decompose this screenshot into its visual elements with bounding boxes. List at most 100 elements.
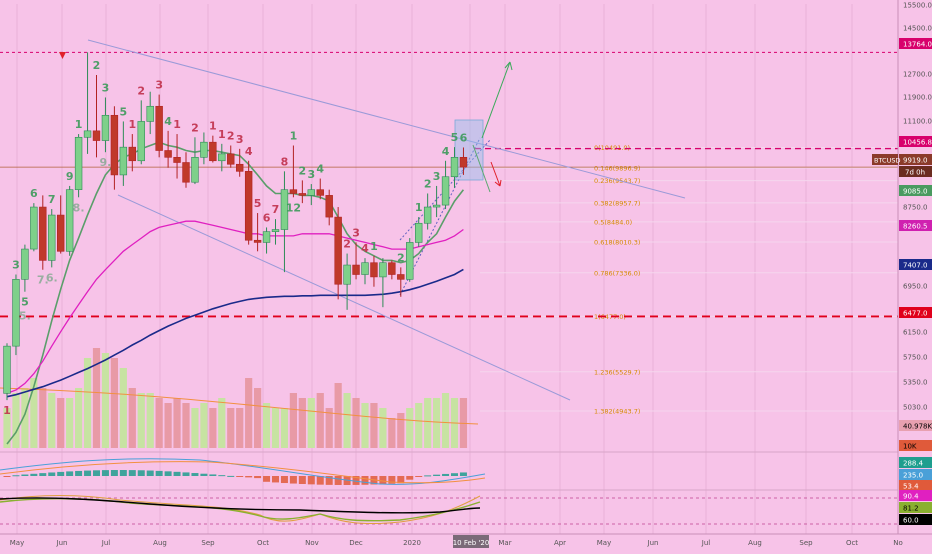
candle[interactable]	[262, 227, 271, 254]
time-tick-label[interactable]: No	[893, 539, 903, 547]
price-tag[interactable]: 288.4	[903, 460, 924, 468]
time-tick-label[interactable]: Sep	[799, 539, 813, 547]
time-tick-label[interactable]: Jun	[56, 539, 68, 547]
price-tag[interactable]: 40.978K	[903, 423, 932, 431]
candle[interactable]	[110, 106, 119, 190]
price-tick-label[interactable]: 14500.0	[903, 25, 932, 33]
candle[interactable]	[379, 258, 387, 308]
candle[interactable]	[3, 343, 11, 401]
price-tick-label[interactable]: 12700.0	[903, 71, 932, 79]
time-tick-label[interactable]: Nov	[305, 539, 319, 547]
price-tick-label[interactable]: 15500.0	[903, 2, 932, 10]
price-tag[interactable]: 9919.0	[903, 157, 928, 165]
time-tick-label[interactable]: Jun	[647, 539, 659, 547]
candle[interactable]	[164, 130, 172, 168]
price-tick-label[interactable]: 5750.0	[903, 354, 928, 362]
candle[interactable]	[307, 184, 315, 206]
candle[interactable]	[146, 91, 154, 135]
candle[interactable]	[56, 195, 65, 254]
candle[interactable]	[236, 148, 244, 177]
candle[interactable]	[334, 207, 342, 300]
candle[interactable]	[423, 193, 432, 230]
candle[interactable]	[450, 147, 459, 188]
price-tag[interactable]: 53.4	[903, 483, 919, 491]
time-tick-label[interactable]: Oct	[257, 539, 269, 547]
candle[interactable]	[74, 134, 83, 198]
price-tag[interactable]: 235.0	[903, 472, 923, 480]
candle[interactable]	[218, 143, 226, 172]
price-tag[interactable]: 9085.0	[903, 188, 928, 196]
candle[interactable]	[388, 260, 396, 280]
candle[interactable]	[343, 253, 351, 310]
time-tick-label[interactable]: Aug	[153, 539, 167, 547]
price-tick-label[interactable]: 5350.0	[903, 379, 928, 387]
time-tick-label[interactable]: Jul	[101, 539, 111, 547]
candle[interactable]	[227, 145, 235, 168]
time-tick-label[interactable]: Dec	[349, 539, 363, 547]
candle[interactable]	[137, 100, 145, 165]
time-tick-label[interactable]: Jul	[701, 539, 711, 547]
time-tick-label[interactable]: Apr	[554, 539, 566, 547]
candle[interactable]	[182, 152, 190, 188]
price-tick-label[interactable]: 8750.0	[903, 204, 928, 212]
candle[interactable]	[289, 145, 298, 198]
candle[interactable]	[441, 160, 450, 210]
candle[interactable]	[253, 213, 262, 252]
candle[interactable]	[414, 217, 423, 247]
candle[interactable]	[39, 195, 47, 270]
candle[interactable]	[200, 132, 208, 165]
candle[interactable]	[12, 274, 20, 356]
candle[interactable]	[21, 244, 29, 292]
price-tag[interactable]: 13764.0	[903, 41, 932, 49]
candle[interactable]	[361, 258, 369, 285]
candle[interactable]	[459, 147, 468, 175]
price-tag[interactable]: 8260.5	[903, 223, 928, 231]
candle[interactable]	[191, 137, 199, 185]
countdown-tag[interactable]: 7d 0h	[905, 169, 925, 177]
time-axis[interactable]: May Jun Jul Aug Sep Oct Nov Dec 2020 10 Feb '20 Ma…	[0, 533, 932, 550]
candle[interactable]	[30, 203, 38, 252]
price-tag[interactable]: 60.0	[903, 517, 919, 525]
candle[interactable]	[173, 134, 181, 179]
symbol-tag[interactable]: BTCUSD	[874, 157, 900, 165]
time-tick-label[interactable]: 2020	[403, 539, 421, 547]
candles[interactable]	[3, 52, 468, 401]
time-tick-label[interactable]: Aug	[748, 539, 762, 547]
candle[interactable]	[316, 178, 324, 200]
time-tick-label[interactable]: May	[10, 539, 24, 547]
candle[interactable]	[352, 242, 360, 280]
candle[interactable]	[271, 219, 280, 245]
candle[interactable]	[406, 238, 414, 282]
price-tick-label[interactable]: 11100.0	[903, 118, 932, 126]
candle[interactable]	[92, 75, 101, 158]
candle[interactable]	[65, 185, 74, 256]
price-tag[interactable]: 10K	[903, 443, 917, 451]
candle[interactable]	[155, 94, 163, 158]
price-tick-label[interactable]: 6950.0	[903, 283, 928, 291]
time-tick-label[interactable]: May	[597, 539, 611, 547]
price-tag[interactable]: 10456.8	[903, 139, 932, 147]
time-tick-label[interactable]: Mar	[498, 539, 511, 547]
candle[interactable]	[128, 134, 136, 172]
candle[interactable]	[432, 185, 441, 218]
candle[interactable]	[325, 189, 333, 226]
candle[interactable]	[280, 171, 289, 273]
price-tag[interactable]: 7407.0	[903, 262, 928, 270]
candle[interactable]	[244, 160, 253, 245]
candle[interactable]	[298, 180, 307, 204]
candle[interactable]	[48, 209, 56, 268]
price-tick-label[interactable]: 6150.0	[903, 329, 928, 337]
price-tick-label[interactable]: 11900.0	[903, 94, 932, 102]
candle[interactable]	[397, 267, 405, 297]
candle[interactable]	[101, 97, 110, 153]
candle[interactable]	[83, 52, 92, 154]
candle[interactable]	[119, 121, 128, 186]
candle[interactable]	[209, 135, 217, 163]
price-tag[interactable]: 6477.0	[903, 310, 928, 318]
price-tag[interactable]: 90.4	[903, 493, 919, 501]
price-tick-label[interactable]: 5030.0	[903, 404, 928, 412]
time-tick-label[interactable]: Oct	[846, 539, 858, 547]
candle[interactable]	[370, 255, 378, 287]
